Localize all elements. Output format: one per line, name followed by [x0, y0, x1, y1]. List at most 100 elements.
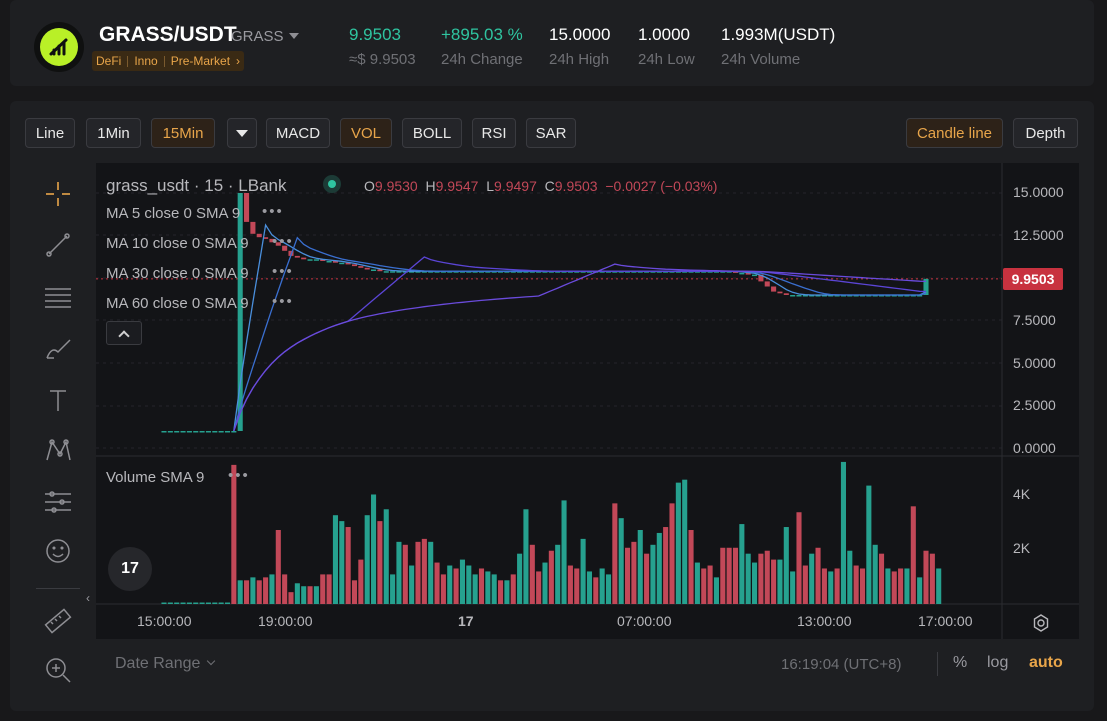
tab-1min[interactable]: 1Min	[86, 118, 141, 148]
candle	[510, 271, 516, 273]
pair-name[interactable]: GRASS/USDT	[99, 23, 237, 46]
auto-scale-toggle[interactable]: auto	[1029, 654, 1063, 671]
tab-candle-line[interactable]: Candle line	[906, 118, 1003, 148]
text-icon[interactable]	[40, 382, 76, 418]
pair-dropdown-caret-icon[interactable]	[289, 33, 299, 39]
candle	[472, 271, 478, 273]
volume-more-icon[interactable]: •••	[228, 467, 250, 484]
candle	[796, 295, 802, 297]
volume-bar	[580, 538, 586, 604]
volume-bar	[167, 602, 173, 604]
tab-depth[interactable]: Depth	[1013, 118, 1078, 148]
tag-inno[interactable]: Inno	[134, 54, 158, 68]
candle	[421, 271, 427, 273]
zoom-in-icon[interactable]	[40, 652, 76, 688]
price-tick: 7.5000	[1013, 312, 1056, 328]
candle	[459, 271, 465, 273]
volume-bar	[205, 602, 211, 604]
stat-24h-low: 1.0000 24h Low	[638, 25, 695, 68]
collapse-legend-button[interactable]	[106, 321, 142, 345]
chart-settings-icon[interactable]	[1031, 613, 1051, 633]
candle	[879, 295, 885, 297]
volume-bar	[561, 500, 567, 604]
volume-bar	[186, 602, 192, 604]
tab-line[interactable]: Line	[25, 118, 75, 148]
candle	[186, 431, 192, 433]
horizontal-lines-icon[interactable]	[40, 279, 76, 315]
candle	[898, 295, 904, 297]
indicator-vol[interactable]: VOL	[340, 118, 392, 148]
candle	[555, 271, 561, 273]
pattern-icon[interactable]	[40, 432, 76, 468]
candle	[815, 295, 821, 297]
brush-icon[interactable]	[40, 330, 76, 366]
date-range-button[interactable]: Date Range	[115, 655, 216, 673]
volume-bar	[466, 565, 472, 604]
volume-bar	[828, 571, 834, 604]
collapse-sidebar-chevron-icon[interactable]: ‹	[86, 591, 90, 605]
tradingview-logo[interactable]: 17	[108, 547, 152, 591]
ma-30-more-icon[interactable]: •••	[272, 263, 294, 280]
ma-row-10[interactable]: MA 10 close 0 SMA 9	[106, 235, 249, 252]
ma-10-more-icon[interactable]: •••	[272, 233, 294, 250]
trend-line-icon[interactable]	[40, 227, 76, 263]
price-tick: 5.0000	[1013, 355, 1056, 371]
candle	[917, 295, 923, 297]
candle	[821, 295, 827, 297]
candle	[790, 295, 796, 297]
ma-5-more-icon[interactable]: •••	[262, 203, 284, 220]
volume-bar	[548, 550, 554, 604]
indicator-rsi[interactable]: RSI	[472, 118, 516, 148]
volume-bar	[802, 565, 808, 604]
volume-bar	[256, 580, 262, 604]
time-tick: 17	[458, 613, 474, 629]
ma-60-more-icon[interactable]: •••	[272, 293, 294, 310]
emoji-icon[interactable]	[40, 533, 76, 569]
candle	[237, 193, 243, 431]
chart-area[interactable]	[96, 163, 1079, 639]
volume-bar	[231, 464, 237, 604]
volume-bar	[364, 515, 370, 604]
price-volume-plot[interactable]	[96, 163, 1079, 639]
tab-15min[interactable]: 15Min	[151, 118, 215, 148]
volume-bar	[301, 586, 307, 604]
volume-bar	[752, 562, 758, 604]
percent-scale-toggle[interactable]: %	[953, 654, 968, 671]
candle	[174, 431, 180, 433]
candle	[313, 259, 319, 261]
ruler-icon[interactable]	[40, 603, 76, 639]
time-tick: 07:00:00	[617, 613, 672, 629]
indicator-sar[interactable]: SAR	[526, 118, 576, 148]
ma-row-30[interactable]: MA 30 close 0 SMA 9	[106, 265, 249, 282]
volume-bar	[796, 512, 802, 604]
candle	[282, 245, 288, 251]
indicator-macd[interactable]: MACD	[266, 118, 330, 148]
log-scale-toggle[interactable]: log	[987, 654, 1009, 671]
candle	[428, 271, 434, 273]
volume-bar	[694, 562, 700, 604]
forecast-icon[interactable]	[40, 484, 76, 520]
volume-bar	[326, 574, 332, 604]
candle	[872, 295, 878, 297]
time-tick: 15:00:00	[137, 613, 192, 629]
ma-line	[233, 256, 927, 432]
candle	[256, 233, 262, 238]
interval-dropdown[interactable]	[227, 118, 257, 148]
candle	[783, 293, 789, 295]
ma-row-60[interactable]: MA 60 close 0 SMA 9	[106, 295, 249, 312]
volume-bar	[409, 565, 415, 604]
crosshair-icon[interactable]	[40, 176, 76, 212]
candle	[631, 271, 637, 273]
tag-defi[interactable]: DeFi	[96, 54, 122, 68]
chevron-right-icon: ›	[236, 54, 241, 68]
volume-bar	[821, 568, 827, 604]
volume-bar	[682, 479, 688, 604]
volume-bar	[910, 506, 916, 604]
tag-pre-market[interactable]: Pre-Market	[170, 54, 231, 68]
ma-row-5[interactable]: MA 5 close 0 SMA 9	[106, 205, 241, 222]
indicator-boll[interactable]: BOLL	[402, 118, 462, 148]
candle	[351, 264, 358, 267]
volume-bar	[815, 547, 821, 604]
volume-bar	[917, 577, 923, 604]
tags-row[interactable]: DeFi Inno Pre-Market ›	[92, 51, 245, 71]
